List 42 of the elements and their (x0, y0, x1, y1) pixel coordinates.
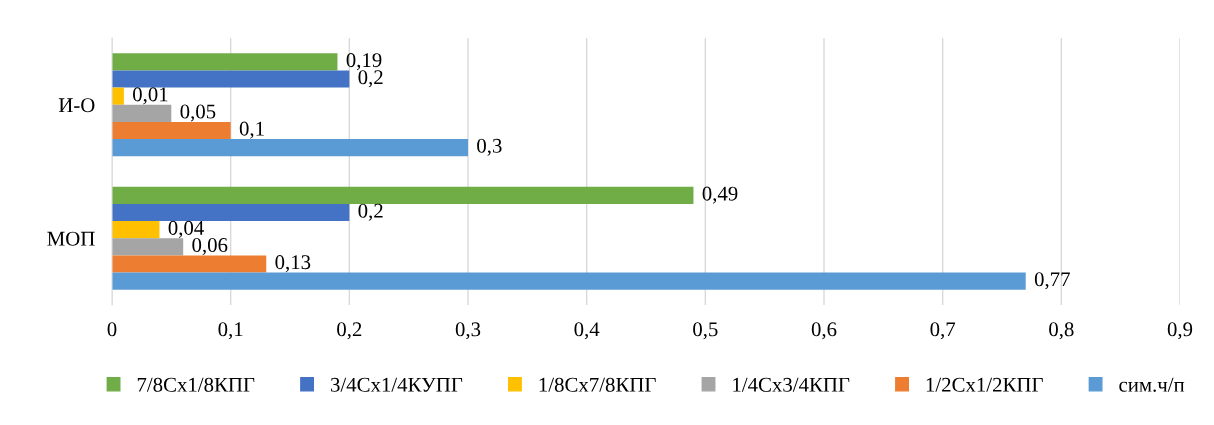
data-label: 0,05 (180, 104, 216, 122)
data-label: 0,49 (702, 186, 738, 204)
bar (112, 186, 694, 204)
bar (112, 221, 160, 239)
bar (112, 238, 184, 256)
x-tick-label: 0,4 (574, 322, 600, 340)
x-tick-label: 0,6 (811, 322, 837, 340)
bar (112, 70, 350, 88)
y-tick-label: МОП (47, 231, 95, 246)
bar (112, 104, 172, 122)
bar (112, 203, 350, 222)
bar (112, 53, 338, 71)
legend-label: сим.ч/п (1119, 377, 1185, 392)
bar (112, 272, 1026, 290)
data-label: 0,2 (358, 70, 383, 88)
bar (112, 255, 267, 273)
data-label: 0,01 (132, 87, 168, 105)
y-tick-label: И-О (58, 98, 95, 113)
data-label: 0,77 (1034, 272, 1070, 290)
data-label: 0,04 (168, 220, 204, 238)
data-label: 0,13 (275, 255, 311, 273)
x-tick-label: 0,2 (337, 322, 362, 340)
bar (112, 139, 468, 157)
legend-label: 1/2Сх1/2КПГ (926, 377, 1043, 392)
data-label: 0,19 (346, 53, 382, 71)
bar (112, 87, 124, 105)
x-tick-label: 0,8 (1049, 322, 1074, 340)
x-tick-label: 0,5 (693, 322, 718, 340)
legend-label: 3/4Сх1/4КУПГ (331, 377, 463, 392)
x-tick-label: 0,3 (455, 322, 481, 340)
legend-label: 7/8Сх1/8КПГ (137, 377, 255, 392)
x-tick-label: 0,1 (218, 322, 243, 340)
x-tick-label: 0,9 (1167, 322, 1193, 340)
data-label: 0,2 (358, 203, 383, 221)
x-tick-label: 0,7 (930, 322, 956, 340)
data-label: 0,1 (239, 121, 264, 139)
bar (112, 121, 231, 140)
data-label: 0,06 (192, 237, 228, 256)
data-label: 0,3 (477, 138, 502, 156)
legend-label: 1/8Сх7/8КПГ (539, 377, 656, 392)
legend-label: 1/4Сх3/4КПГ (733, 377, 850, 392)
x-tick-label: 0 (107, 322, 117, 337)
